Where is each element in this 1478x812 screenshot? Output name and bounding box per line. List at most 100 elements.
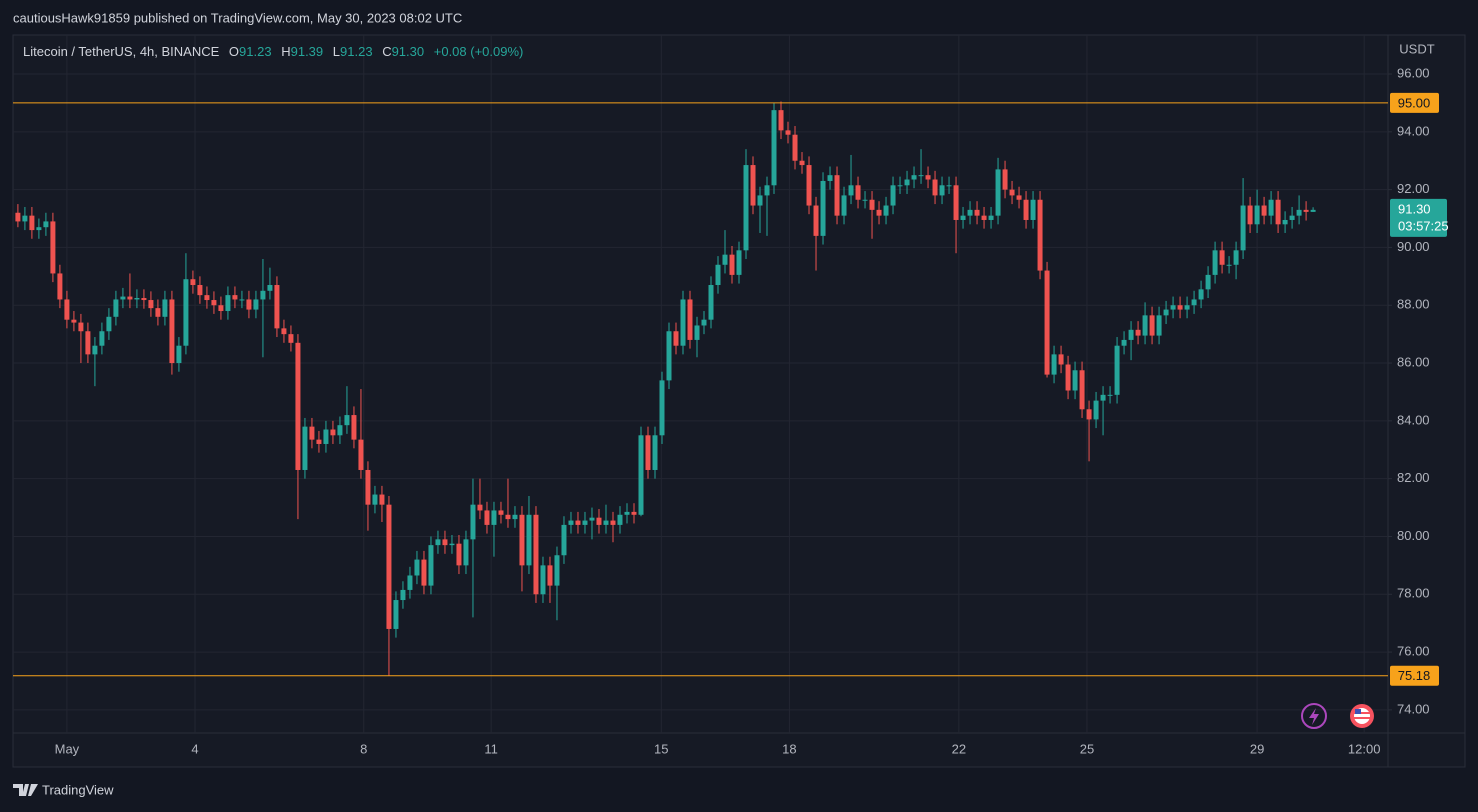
candle-body [673, 331, 679, 346]
y-tick-label: 90.00 [1397, 239, 1430, 254]
candle-body [834, 175, 840, 216]
candle-body [162, 299, 168, 317]
candle-body [883, 205, 889, 216]
icon-stripe [1354, 712, 1370, 714]
countdown-label: 03:57:25 [1398, 218, 1449, 233]
candle-body [407, 575, 413, 590]
candle-body [1240, 205, 1246, 251]
candle-body [764, 185, 770, 196]
candle-body [750, 165, 756, 206]
candle-body [1254, 205, 1260, 225]
candle-body [176, 345, 182, 364]
y-tick-label: 78.00 [1397, 586, 1430, 601]
candle-body [316, 439, 322, 444]
candle-body [848, 185, 854, 196]
x-tick-label: 29 [1250, 741, 1264, 756]
candle-body [155, 308, 161, 317]
candle-body [715, 264, 721, 286]
candle-body [393, 600, 399, 629]
candle-body [1016, 195, 1022, 200]
candle-body [617, 514, 623, 525]
candles [15, 101, 1316, 676]
candle-body [288, 334, 294, 343]
candle-body [575, 520, 581, 525]
candle-body [1205, 274, 1211, 290]
lightning-icon[interactable] [1301, 703, 1327, 729]
candle-body [337, 425, 343, 436]
x-tick-label: 4 [191, 741, 198, 756]
candle-body [995, 169, 1001, 216]
x-tick-label: 12:00 [1348, 741, 1381, 756]
candle-body [309, 426, 315, 440]
candle-body [365, 469, 371, 505]
candle-body [1184, 305, 1190, 310]
candle-body [225, 295, 231, 312]
candle-body [946, 185, 952, 187]
candle-body [470, 504, 476, 540]
candle-body [1079, 370, 1085, 410]
candle-body [729, 254, 735, 275]
candle-body [113, 299, 119, 317]
candle-body [1163, 309, 1169, 316]
candle-body [463, 539, 469, 566]
price-label: 95.00 [1398, 95, 1431, 110]
candle-body [330, 429, 336, 436]
symbol: Litecoin / TetherUS, 4h, BINANCE [23, 44, 220, 59]
chart-panel [12, 34, 1466, 768]
candle-body [1219, 250, 1225, 265]
candle-body [939, 185, 945, 196]
legend: Litecoin / TetherUS, 4h, BINANCE O91.23 … [23, 44, 523, 59]
y-tick-label: 80.00 [1397, 528, 1430, 543]
candle-body [932, 179, 938, 196]
candle-body [757, 195, 763, 206]
candle-body [680, 299, 686, 346]
icon-ring [1301, 703, 1327, 729]
candle-body [1303, 209, 1309, 212]
candle-body [106, 316, 112, 332]
candle-body [1058, 354, 1064, 365]
candle-body [540, 565, 546, 595]
candle-body [960, 215, 966, 220]
candle-body [421, 559, 427, 586]
candle-body [498, 510, 504, 515]
brand-logo[interactable]: TradingView [13, 782, 114, 797]
candle-body [491, 510, 497, 525]
candle-body [1289, 215, 1295, 220]
candle-body [71, 319, 77, 323]
candle-body [1191, 299, 1197, 306]
high-label: H [281, 44, 290, 59]
x-tick-label: 8 [360, 741, 367, 756]
y-tick-label: 84.00 [1397, 412, 1430, 427]
logo-mark [13, 784, 38, 796]
candle-body [1135, 329, 1141, 336]
candle-body [22, 215, 28, 222]
candle-body [197, 285, 203, 296]
candle-body [890, 185, 896, 206]
calendar-flag-icon[interactable] [1350, 704, 1374, 728]
candle-body [43, 221, 49, 228]
candle-body [183, 279, 189, 346]
candle-body [414, 559, 420, 576]
candle-body [1002, 169, 1008, 190]
candle-body [211, 300, 217, 306]
candle-body [344, 415, 350, 426]
price-label-box [1390, 665, 1439, 686]
low-label: L [333, 44, 340, 59]
candle-body [15, 212, 21, 222]
candle-body [1226, 264, 1232, 266]
candle-body [281, 328, 287, 335]
high-value: 91.39 [291, 44, 324, 59]
candle-body [218, 305, 224, 312]
candle-body [596, 517, 602, 525]
candle-body [428, 545, 434, 586]
candle-body [841, 195, 847, 216]
attribution: cautiousHawk91859 published on TradingVi… [13, 10, 462, 25]
candle-body [267, 285, 273, 291]
candle-body [141, 298, 147, 301]
icon-canton [1355, 709, 1361, 714]
candle-body [694, 325, 700, 340]
candle-body [988, 215, 994, 220]
candle-body [302, 426, 308, 470]
candle-body [897, 185, 903, 187]
candle-body [1037, 199, 1043, 271]
